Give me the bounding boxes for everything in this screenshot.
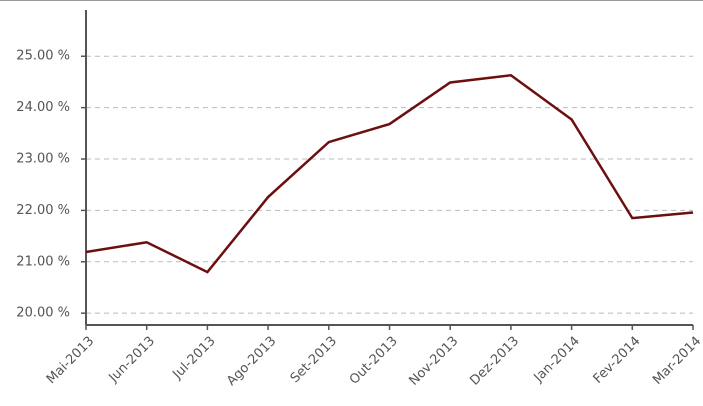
y-tick-label: 20.00 %	[16, 306, 70, 321]
x-tick-label: Mai-2013	[44, 334, 97, 387]
x-tick-label: Out-2013	[347, 334, 401, 388]
x-tick-label: Dez-2013	[467, 334, 522, 389]
series-line	[85, 73, 694, 274]
x-tick-label: Jan-2014	[531, 334, 583, 386]
y-tick-label: 21.00 %	[16, 254, 70, 269]
y-tick-label: 22.00 %	[16, 203, 70, 218]
x-tick-label: Mar-2014	[650, 334, 703, 388]
x-tick-label: Nov-2013	[406, 334, 461, 389]
x-tick-label: Jul-2013	[170, 334, 219, 383]
x-tick-label: Ago-2013	[224, 334, 279, 389]
x-tick-label: Fev-2014	[591, 334, 644, 387]
y-tick-label: 23.00 %	[16, 152, 70, 167]
y-tick-label: 25.00 %	[16, 49, 70, 64]
y-tick-label: 24.00 %	[16, 100, 70, 115]
x-tick-label: Set-2013	[288, 334, 340, 386]
x-tick-label: Jun-2013	[106, 334, 158, 386]
